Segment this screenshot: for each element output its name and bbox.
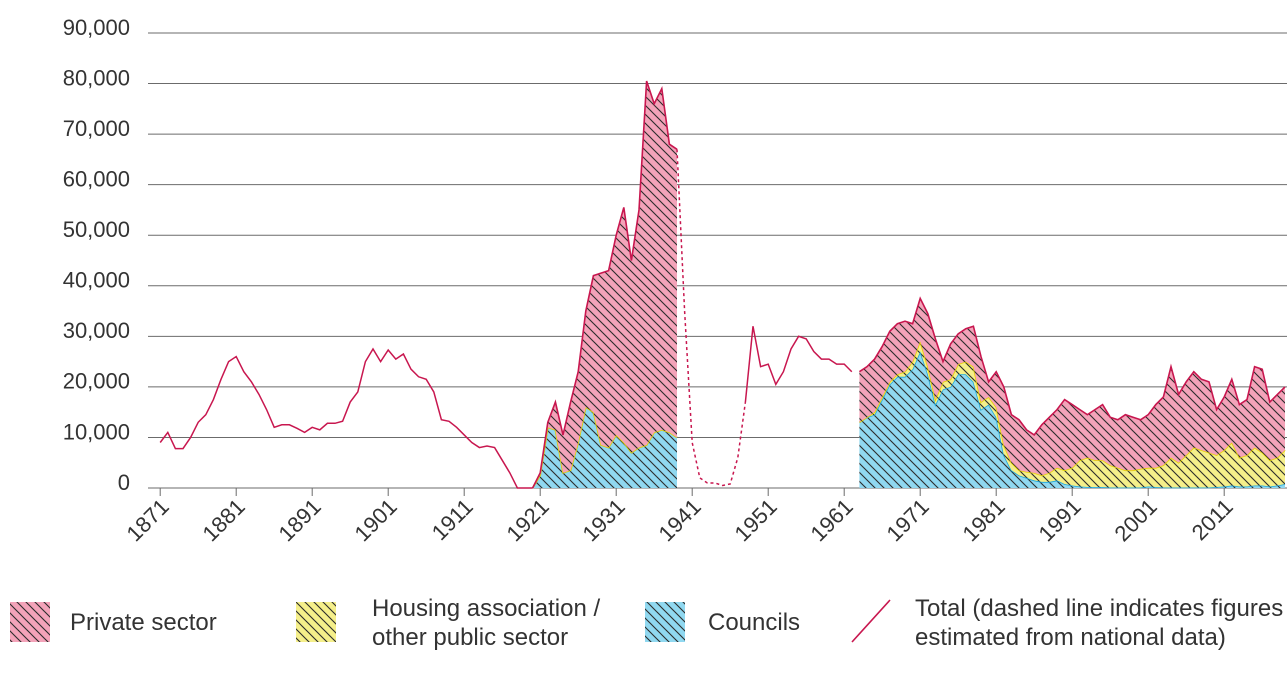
- x-tick-label: 1911: [427, 494, 478, 545]
- legend-label: Total (dashed line indicates figures est…: [915, 595, 1284, 651]
- y-tick-label: 50,000: [63, 217, 130, 242]
- y-tick-label: 0: [118, 470, 130, 495]
- total-line: [159, 347, 533, 489]
- x-tick-label: 1981: [958, 494, 1010, 546]
- legend-label: Councils: [708, 609, 801, 636]
- area: [532, 81, 677, 489]
- x-tick-label: 1931: [578, 494, 630, 546]
- total-line: [744, 326, 853, 403]
- y-tick-label: 10,000: [63, 419, 130, 444]
- estimated-line: [676, 149, 747, 487]
- x-tick-label: 1961: [806, 494, 858, 546]
- x-tick-label: 1891: [274, 494, 326, 546]
- area: [532, 407, 677, 488]
- area-edge: [531, 80, 678, 489]
- area: [859, 341, 1285, 488]
- legend-swatch: [10, 602, 50, 642]
- x-tick-label: 1951: [730, 494, 782, 546]
- y-tick-label: 70,000: [63, 116, 130, 141]
- x-tick-label: 2011: [1187, 494, 1238, 545]
- y-tick-label: 80,000: [63, 65, 130, 90]
- y-tick-label: 90,000: [63, 15, 130, 40]
- x-tick-label: 1941: [654, 494, 706, 546]
- legend-swatch: [296, 602, 336, 642]
- area-edge: [858, 338, 1286, 477]
- x-tick-label: 1881: [198, 494, 250, 546]
- area-edge: [858, 296, 1286, 437]
- area: [859, 298, 1285, 476]
- x-tick-label: 1871: [122, 494, 174, 546]
- area: [859, 351, 1285, 488]
- legend-swatch: [645, 602, 685, 642]
- legend-swatch: [851, 599, 891, 643]
- x-tick-label: 1921: [502, 494, 554, 546]
- y-tick-label: 30,000: [63, 318, 130, 343]
- legend-label: Housing association / other public secto…: [372, 595, 601, 651]
- y-tick-label: 40,000: [63, 268, 130, 293]
- x-tick-label: 1971: [882, 494, 934, 546]
- x-tick-label: 2001: [1110, 494, 1162, 546]
- legend-label: Private sector: [70, 609, 217, 636]
- x-tick-label: 1901: [350, 494, 402, 546]
- y-tick-label: 60,000: [63, 166, 130, 191]
- y-tick-label: 20,000: [63, 369, 130, 394]
- x-tick-label: 1991: [1034, 494, 1086, 546]
